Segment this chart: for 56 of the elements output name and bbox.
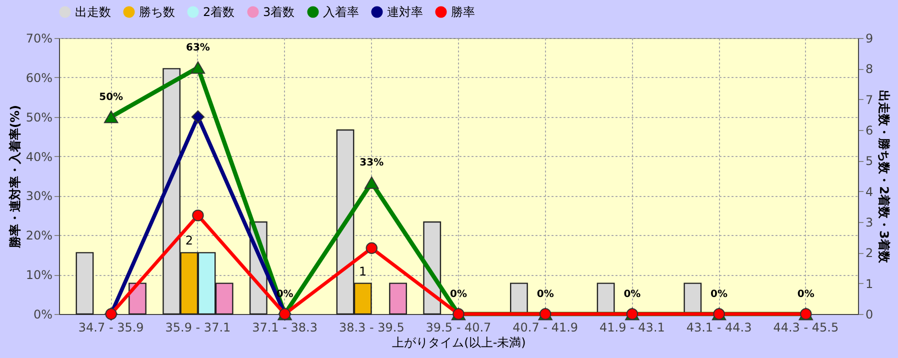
point xyxy=(364,176,379,189)
y-tick-label: 60% xyxy=(26,70,52,85)
y-tick-label: 10% xyxy=(26,268,52,282)
point xyxy=(191,110,204,124)
bar xyxy=(389,282,407,315)
y2-tick-label: 7 xyxy=(866,92,874,107)
y2-tick-label: 6 xyxy=(866,124,874,138)
y2-tick-label: 3 xyxy=(866,216,874,230)
y2-tick-label: 0 xyxy=(866,308,874,322)
data-label: 1 xyxy=(359,264,367,278)
y-tick-label: 50% xyxy=(26,110,52,124)
data-label: 0% xyxy=(450,289,467,300)
point xyxy=(104,110,118,124)
bar xyxy=(128,282,146,315)
x-tick-label: 38.3 - 39.5 xyxy=(338,320,404,334)
legend-label: 勝ち数 xyxy=(139,5,175,19)
x-tick-label: 41.9 - 43.1 xyxy=(599,320,665,334)
point xyxy=(366,242,378,254)
y2-tick-label: 9 xyxy=(866,32,874,46)
y2-tick-label: 5 xyxy=(866,154,874,168)
x-tick-label: 39.5 - 40.7 xyxy=(426,320,492,334)
legend-label: 3着数 xyxy=(263,5,295,19)
y-tick-label: 0% xyxy=(33,308,52,322)
data-label: 63% xyxy=(186,42,210,54)
point xyxy=(190,61,206,74)
bar xyxy=(76,252,94,315)
x-axis-title: 上がりタイム(以上-未満) xyxy=(392,336,526,350)
y-tick-label: 20% xyxy=(26,228,52,243)
y-tick-label: 70% xyxy=(26,32,52,46)
legend-label: 2着数 xyxy=(203,5,235,19)
data-label: 50% xyxy=(99,92,124,103)
point xyxy=(192,210,204,222)
y2-tick-label: 8 xyxy=(866,62,874,76)
data-label: 0% xyxy=(797,289,814,300)
x-tick-label: 35.9 - 37.1 xyxy=(165,320,231,334)
x-tick-label: 37.1 - 38.3 xyxy=(252,320,318,334)
legend-label: 勝率 xyxy=(451,5,475,19)
x-tick-label: 34.7 - 35.9 xyxy=(78,320,144,334)
data-label: 33% xyxy=(360,158,384,169)
y-axis-title: 勝率・連対率・入着率(%) xyxy=(8,105,22,249)
x-tick-label: 40.7 - 41.9 xyxy=(512,320,578,334)
x-tick-label: 43.1 - 44.3 xyxy=(686,320,752,334)
data-label: 0% xyxy=(536,289,554,300)
y2-tick-label: 4 xyxy=(866,184,874,199)
legend-label: 連対率 xyxy=(387,5,423,19)
legend-label: 入着率 xyxy=(323,5,359,19)
legend-label: 出走数 xyxy=(75,5,111,19)
y2-tick-label: 1 xyxy=(866,276,874,291)
data-label: 0% xyxy=(710,289,728,300)
x-tick-label: 44.3 - 45.5 xyxy=(773,320,839,334)
y2-tick-label: 2 xyxy=(866,246,874,260)
data-label: 2 xyxy=(185,234,193,248)
y-tick-label: 40% xyxy=(26,150,52,164)
y2-axis-title: 出走数・勝ち数・2着数・3着数 xyxy=(877,90,892,264)
data-label: 0% xyxy=(624,289,641,300)
y-tick-label: 30% xyxy=(26,189,52,204)
